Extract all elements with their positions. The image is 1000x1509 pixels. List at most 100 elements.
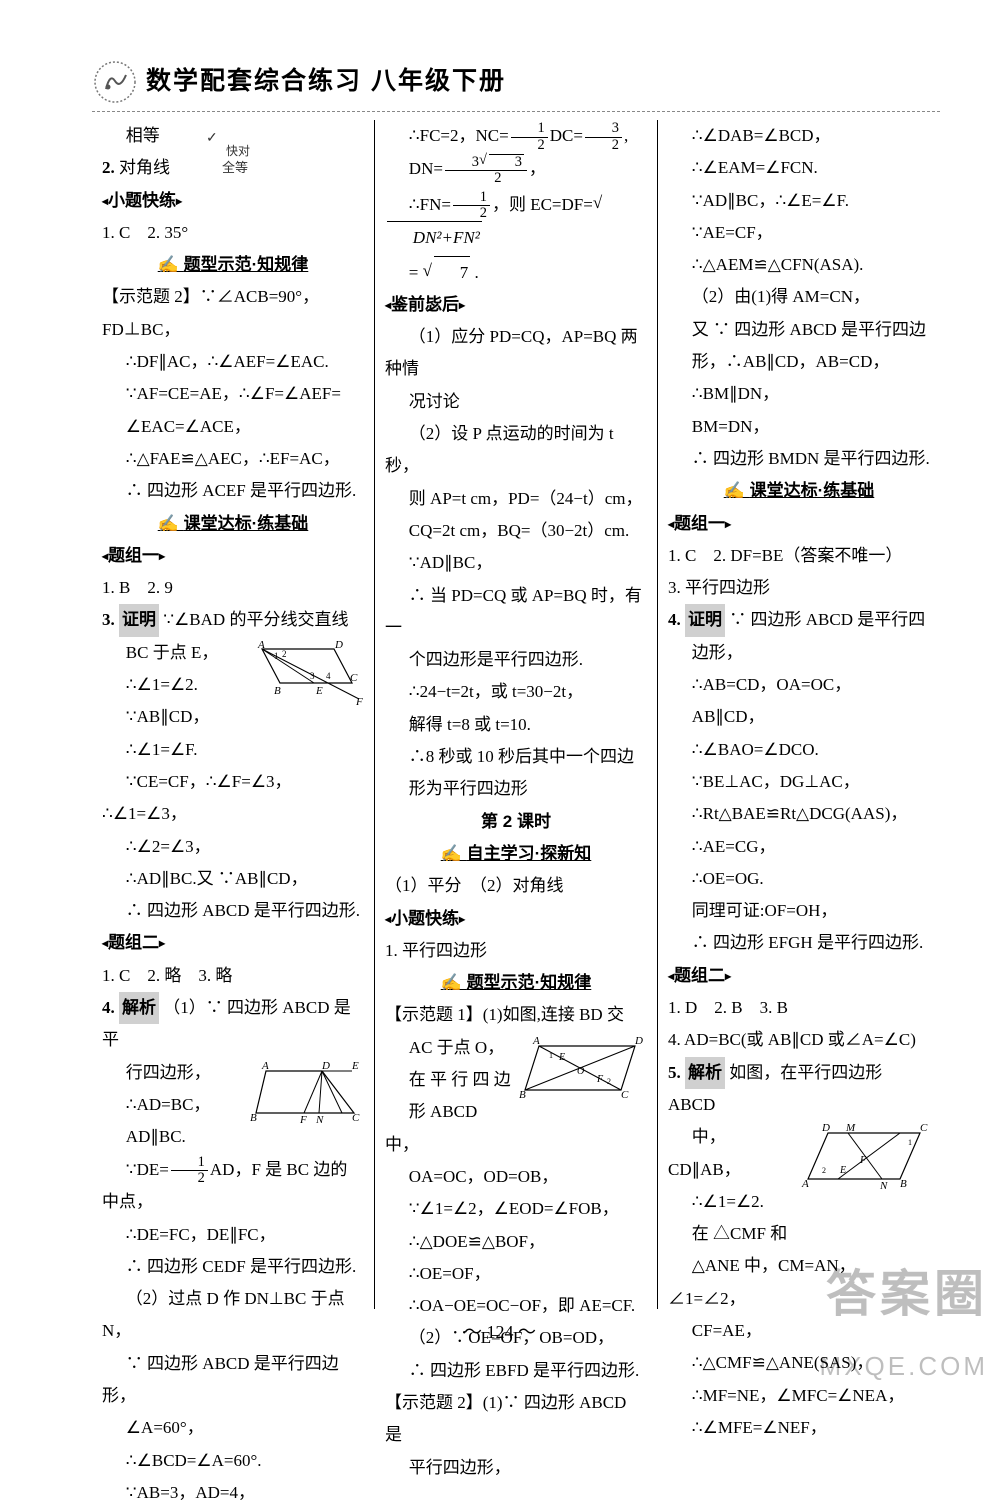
c1-g2-15: ∵AB=3，AD=4， [102,1477,364,1509]
c1-g1-3: 3. 证明 ∵∠BAD 的平分线交直线 [102,604,364,636]
c3-g1-11: ∴OE=OG. [668,863,930,895]
watermark: 答案圈 MXQE.COM [820,1247,988,1391]
svg-text:B: B [900,1178,907,1190]
svg-text:D: D [634,1035,643,1047]
svg-text:A: A [801,1178,809,1190]
svg-text:1: 1 [274,651,279,661]
c1-demo2-h: 【示范题 2】∵∠ACB=90°，FD⊥BC， [102,281,364,346]
c2-l4: = √7 . [385,255,647,289]
c3-g1-2: 3. 平行四边形 [668,572,930,604]
c1-g2-1: 1. C 2. 略 3. 略 [102,960,364,992]
svg-text:C: C [621,1089,629,1101]
svg-text:F: F [596,1074,604,1085]
figure-parallelogram-abd: A D B E C F 1 2 3 4 [244,639,364,709]
svg-text:4: 4 [326,671,331,681]
column-3: ∴∠DAB=∠BCD， ∴∠EAM=∠FCN. ∵AD∥BC，∴∠E=∠F. ∵… [657,120,940,1309]
svg-text:E: E [351,1060,359,1072]
svg-text:B: B [274,685,281,697]
c2-s1: （1）应分 PD=CQ，AP=BQ 两种情 [385,321,647,386]
c2-z2: 1. 平行四边形 [385,935,647,967]
c3-g1-10: ∴AE=CG， [668,831,930,863]
svg-text:3: 3 [310,671,315,681]
c2-s10: 解得 t=8 或 t=10. [385,709,647,741]
c1-g2-9: ∴DE=FC，DE∥FC， [102,1219,364,1251]
c1-g1-8: ∵CE=CF，∴∠F=∠3，∴∠1=∠3， [102,766,364,831]
c3-l9: ∴BM∥DN， [668,378,930,410]
c1-l3: 1. C 2. 35° [102,217,364,249]
c3-l6: （2）由(1)得 AM=CN， [668,281,930,313]
c1-g1-11: ∴ 四边形 ABCD 是平行四边形. [102,895,364,927]
svg-text:A: A [257,639,265,651]
c3-g1-5: ∴AB=CD，OA=OC， [668,669,930,701]
svg-text:F: F [859,1155,867,1166]
c3-g1-1: 1. C 2. DF=BE（答案不唯一） [668,540,930,572]
c2-d8: ∴OE=OF， [385,1258,647,1290]
c1-g1-10: ∴AD∥BC.又 ∵AB∥CD， [102,863,364,895]
c1-g2-8: ∵DE=12AD，F 是 BC 边的中点， [102,1154,364,1219]
c1-sub1: ◂小题快练▸ [102,185,364,217]
c3-l10: BM=DN， [668,411,930,443]
c3-g1-7: ∴∠BAO=∠DCO. [668,734,930,766]
c3-g1-4: 边形， [668,637,930,669]
c2-d5: OA=OC，OD=OB， [385,1161,647,1193]
c3-l2: ∴∠EAM=∠FCN. [668,152,930,184]
svg-text:N: N [879,1180,888,1192]
c3-g1-12: 同理可证:OF=OH， [668,895,930,927]
c2-sec1: ✍ 自主学习·探新知 [385,838,647,870]
c2-demo2: 【示范题 2】(1)∵ 四边形 ABCD 是 [385,1387,647,1452]
c1-l2: 2. 对角线 [102,152,364,184]
figure-trapezoid-adbc: A D E B F N C [244,1059,364,1129]
column-1: 相等 2. 对角线 ◂小题快练▸ 1. C 2. 35° ✍ 题型示范·知规律 … [92,120,374,1309]
c3-g2-2: 4. AD=BC(或 AB∥CD 或∠A=∠C) [668,1024,930,1056]
c3-g1-13: ∴ 四边形 EFGH 是平行四边形. [668,927,930,959]
c2-s12: 形为平行四边形 [385,773,647,805]
c1-d4: ∠EAC=∠ACE， [102,411,364,443]
c1-d5: ∴△FAE≌△AEC，∴EF=AC， [102,443,364,475]
svg-text:F: F [299,1114,307,1126]
c1-g2-4: 4. 解析 （1）∵ 四边形 ABCD 是平 [102,992,364,1057]
svg-text:D: D [821,1123,830,1134]
svg-text:F: F [355,696,363,708]
c1-g2-14: ∴∠BCD=∠A=60°. [102,1445,364,1477]
c1-g2-12: ∵ 四边形 ABCD 是平行四边形， [102,1348,364,1413]
c2-e2: 平行四边形， [385,1452,647,1484]
c3-g1-3: 4. 证明 ∵ 四边形 ABCD 是平行四 [668,604,930,636]
svg-text:B: B [519,1089,526,1101]
c2-s9: ∴24−t=2t，或 t=30−2t， [385,676,647,708]
header-title: 数学配套综合练习 八年级下册 [146,58,506,106]
svg-text:E: E [315,685,323,697]
c2-lesson: 第 2 课时 [385,806,647,838]
c3-g1-8: ∵BE⊥AC，DG⊥AC， [668,766,930,798]
c1-sec2: ✍ 课堂达标·练基础 [102,508,364,540]
c1-g2-13: ∠A=60°， [102,1412,364,1444]
c2-d11: ∴ 四边形 EBFD 是平行四边形. [385,1355,647,1387]
c2-s11: ∴8 秒或 10 秒后其中一个四边 [385,741,647,773]
svg-text:D: D [334,639,343,651]
c1-g2-10: ∴ 四边形 CEDF 是平行四边形. [102,1251,364,1283]
c1-grp2: ◂题组二▸ [102,927,364,959]
svg-text:A: A [261,1060,269,1072]
c2-s4: 则 AP=t cm，PD=（24−t）cm， [385,483,647,515]
c3-g2-3: 5. 解析 如图，在平行四边形 ABCD [668,1057,930,1122]
c2-sec2: ✍ 题型示范·知规律 [385,967,647,999]
figure-parallelogram-diagonal: A D B C E O F 1 2 [517,1034,647,1109]
svg-text:E: E [558,1052,565,1063]
c3-grp1: ◂题组一▸ [668,508,930,540]
svg-text:1: 1 [908,1138,912,1147]
page-header: 数学配套综合练习 八年级下册 [92,52,940,112]
c2-sub1: ◂鉴前毖后▸ [385,289,647,321]
c1-g1-1: 1. B 2. 9 [102,572,364,604]
svg-text:O: O [577,1066,584,1077]
svg-text:M: M [845,1123,856,1134]
c2-d6: ∵∠1=∠2，∠EOD=∠FOB， [385,1193,647,1225]
c3-l5: ∴△AEM≌△CFN(ASA). [668,249,930,281]
figure-parallelogram-dmcb: D M C A N B F E 1 2 [800,1123,930,1198]
c2-l3: ∴FN=12，则 EC=DF=√DN²+FN² [385,187,647,255]
c2-s5: CQ=2t cm，BQ=（30−2t）cm. [385,515,647,547]
c3-l1: ∴∠DAB=∠BCD， [668,120,930,152]
c2-s7: ∴ 当 PD=CQ 或 AP=BQ 时，有一 [385,580,647,645]
svg-text:2: 2 [282,649,287,659]
content-columns: 相等 2. 对角线 ◂小题快练▸ 1. C 2. 35° ✍ 题型示范·知规律 … [92,120,940,1309]
svg-text:2: 2 [822,1166,826,1175]
watermark-line2: MXQE.COM [820,1342,988,1391]
